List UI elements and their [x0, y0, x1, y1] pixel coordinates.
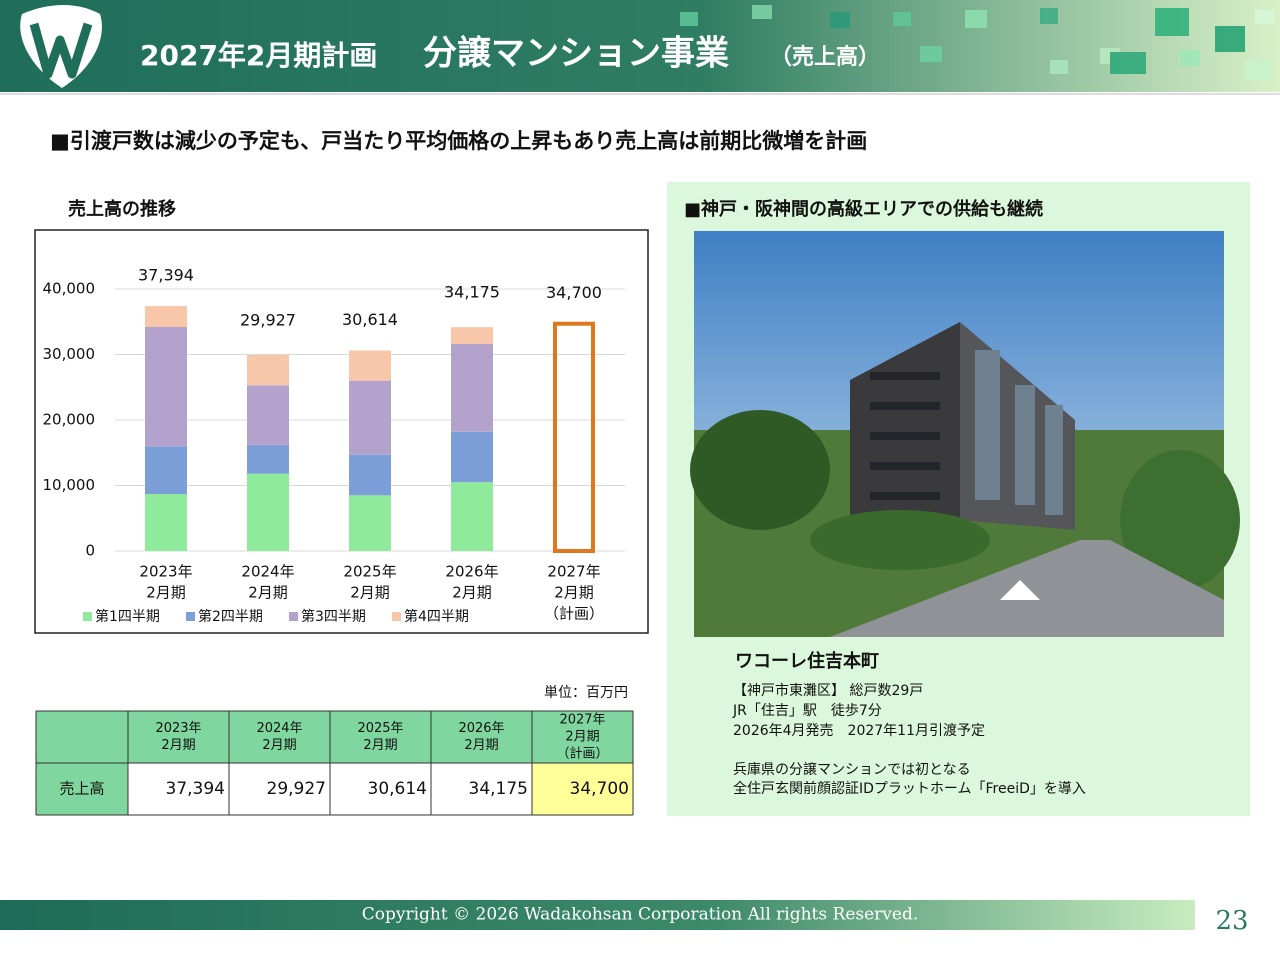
table-header: 2月期 [565, 730, 599, 745]
bar-segment [247, 354, 289, 386]
header-subtitle: 分譲マンション事業 [423, 34, 729, 74]
table-rowhead: 売上高 [59, 780, 104, 798]
property-note: 全住戸玄関前顔認証IDプラットホーム「FreeiD」を導入 [733, 780, 1086, 797]
property-note: 兵庫県の分譲マンションでは初となる [733, 761, 971, 778]
x-tick-label: 2月期 [350, 584, 390, 602]
legend-label: 第3四半期 [301, 608, 366, 625]
table-header: 2023年 [155, 721, 201, 736]
x-tick-label: （計画） [544, 605, 604, 623]
table-highlight [532, 763, 633, 815]
total-label: 30,614 [342, 310, 398, 329]
table-header: （計画） [556, 746, 608, 762]
y-tick-label: 20,000 [43, 411, 96, 429]
property-name: ワコーレ住吉本町 [735, 650, 879, 672]
y-tick-label: 40,000 [43, 280, 96, 298]
table-header: 2027年 [559, 713, 605, 728]
total-label: 34,700 [546, 283, 602, 302]
legend-label: 第1四半期 [95, 608, 160, 625]
legend-swatch [392, 612, 401, 621]
legend-swatch [83, 612, 92, 621]
legend-label: 第2四半期 [198, 608, 263, 625]
total-label: 34,175 [444, 283, 500, 302]
bar-segment [145, 326, 187, 447]
bar-segment [145, 494, 187, 551]
table-header: 2月期 [161, 738, 195, 753]
x-tick-label: 2月期 [146, 584, 186, 602]
table-header: 2月期 [464, 738, 498, 753]
legend-swatch [186, 612, 195, 621]
x-tick-label: 2023年 [139, 563, 192, 581]
bar-segment [451, 327, 493, 345]
bar-segment [247, 444, 289, 474]
bar-segment [451, 431, 493, 483]
chart-frame [34, 229, 649, 634]
table-cell: 30,614 [368, 779, 427, 799]
plan-bar [553, 321, 595, 553]
table-cell: 34,700 [570, 779, 629, 799]
bar-segment [349, 380, 391, 455]
header-title: 2027年2月期計画 [140, 39, 377, 72]
headline: ■引渡戸数は減少の予定も、戸当たり平均価格の上昇もあり売上高は前期比微増を計画 [50, 129, 867, 153]
table-cell: 37,394 [166, 779, 225, 799]
header-note: （売上高） [770, 44, 880, 70]
table-header: 2026年 [458, 721, 504, 736]
y-tick-label: 30,000 [43, 345, 96, 363]
chart-title: 売上高の推移 [68, 198, 176, 220]
property-detail: JR「住吉」駅 徒歩7分 [732, 703, 882, 719]
table-unit: 単位：百万円 [544, 685, 628, 701]
bar-segment [451, 344, 493, 432]
bar-segment [349, 350, 391, 381]
table-header: 2月期 [363, 738, 397, 753]
header-bar [0, 0, 1280, 92]
copyright: Copyright © 2026 Wadakohsan Corporation … [362, 905, 919, 925]
bar-segment [451, 482, 493, 551]
total-label: 29,927 [240, 310, 296, 329]
page-number: 23 [1215, 906, 1248, 936]
total-label: 37,394 [138, 266, 194, 285]
table-cell: 34,175 [469, 779, 528, 799]
x-tick-label: 2月期 [554, 584, 594, 602]
x-tick-label: 2月期 [452, 584, 492, 602]
bar-segment [349, 495, 391, 551]
y-tick-label: 10,000 [43, 476, 96, 494]
y-tick-label: 0 [85, 542, 95, 560]
property-detail: 2026年4月発売 2027年11月引渡予定 [733, 723, 985, 739]
property-photo [690, 231, 1240, 637]
property-detail: 【神戸市東灘区】 総戸数29戸 [733, 682, 923, 699]
panel-title: ■神戸・阪神間の高級エリアでの供給も継続 [684, 198, 1043, 220]
x-tick-label: 2026年 [445, 563, 498, 581]
logo [20, 5, 102, 88]
bar-segment [247, 385, 289, 445]
header-decoration [680, 5, 1275, 80]
legend-swatch [289, 612, 298, 621]
legend-label: 第4四半期 [404, 608, 469, 625]
x-tick-label: 2月期 [248, 584, 288, 602]
table-header: 2月期 [262, 738, 296, 753]
table-rowhead-bg [36, 763, 128, 815]
bar-segment [145, 446, 187, 495]
table-header-bg [36, 711, 633, 763]
bar-segment [247, 473, 289, 551]
table-header: 2025年 [357, 721, 403, 736]
bar-segment [145, 306, 187, 327]
x-tick-label: 2027年 [547, 563, 600, 581]
table-header: 2024年 [256, 721, 302, 736]
table-cell: 29,927 [267, 779, 326, 799]
bar-segment [349, 454, 391, 496]
x-tick-label: 2024年 [241, 563, 294, 581]
footer-bar [0, 900, 1195, 930]
x-tick-label: 2025年 [343, 563, 396, 581]
